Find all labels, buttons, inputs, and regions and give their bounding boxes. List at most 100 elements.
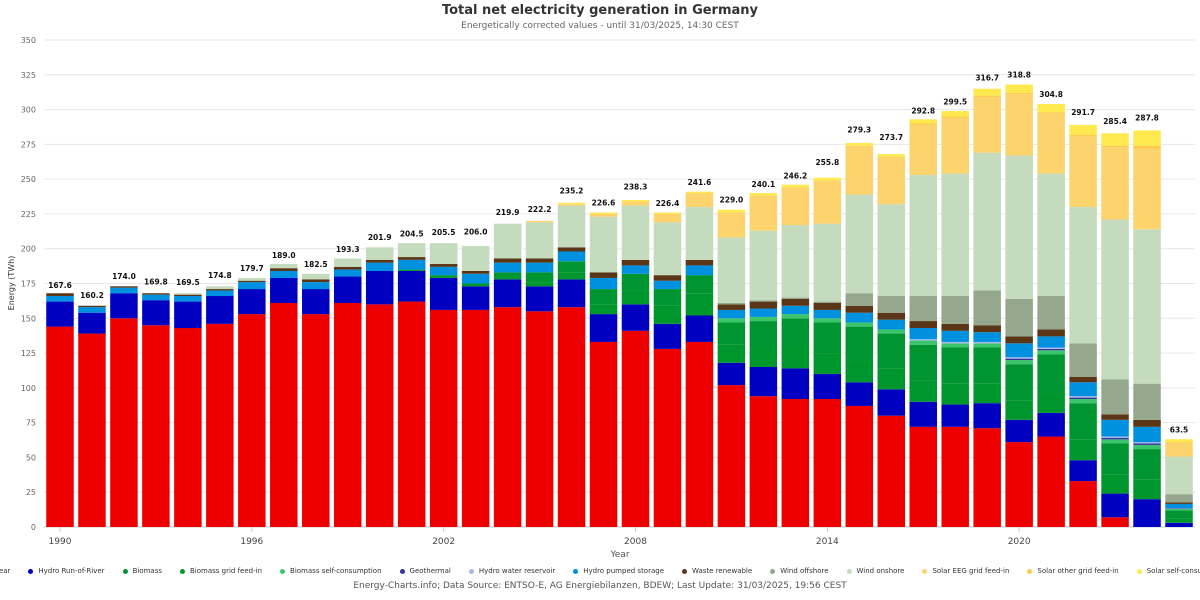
- bar-segment: [1005, 298, 1033, 337]
- bar-segment: [717, 344, 746, 363]
- bar-segment: [845, 322, 874, 327]
- bar-segment: [685, 206, 714, 260]
- bar-segment: [813, 177, 842, 181]
- bar-segment: [78, 305, 106, 308]
- bar-segment: [1133, 479, 1161, 500]
- bar-segment: [685, 315, 714, 342]
- bar-segment: [1069, 376, 1097, 383]
- bar-segment: [941, 330, 969, 342]
- bar-segment: [749, 321, 778, 348]
- bar-segment: [717, 318, 746, 323]
- bar-segment: [685, 341, 714, 527]
- bar-segment: [1037, 350, 1065, 355]
- bar-segment: [461, 273, 490, 284]
- y-tick-label: 300: [21, 106, 36, 115]
- legend-label: Waste renewable: [692, 567, 753, 575]
- bar-segment: [46, 296, 74, 302]
- total-data-label: 246.2: [783, 171, 807, 180]
- bar-segment: [174, 296, 202, 302]
- legend-item[interactable]: Geothermal: [399, 564, 451, 578]
- bar-segment: [1133, 426, 1161, 443]
- legend-marker-icon: [399, 568, 405, 574]
- legend-item[interactable]: Wind onshore: [846, 564, 904, 578]
- bar-segment: [174, 328, 202, 527]
- total-data-label: 226.4: [656, 199, 680, 208]
- x-tick-label: 1996: [240, 537, 263, 547]
- bar-segment: [461, 309, 490, 527]
- bar-segment: [1037, 296, 1065, 330]
- bar-segment: [941, 426, 969, 527]
- bar-segment: [1069, 398, 1097, 404]
- bar-segment: [1005, 442, 1033, 527]
- bar-segment: [717, 385, 746, 527]
- legend-item[interactable]: Hydro pumped storage: [573, 564, 664, 578]
- legend-item[interactable]: Hydro water reservoir: [468, 564, 555, 578]
- bar-segment: [142, 325, 170, 527]
- y-axis-label: Energy (TWh): [7, 256, 16, 311]
- legend-item[interactable]: Solar EEG grid feed-in: [922, 564, 1009, 578]
- total-data-label: 238.3: [624, 182, 648, 191]
- bar-segment: [206, 323, 234, 527]
- bar-segment: [142, 300, 170, 326]
- legend-label: Geothermal: [409, 567, 451, 575]
- bar-segment: [1133, 449, 1161, 480]
- bar-segment: [1133, 148, 1161, 230]
- legend-item[interactable]: Solar self-consumption: [1136, 564, 1200, 578]
- legend-item[interactable]: Wind offshore: [770, 564, 829, 578]
- bar-segment: [525, 311, 554, 527]
- legend-item[interactable]: Nuclear: [0, 564, 10, 578]
- bar-segment: [1101, 493, 1129, 518]
- bar-segment: [1069, 382, 1097, 397]
- bar-segment: [973, 332, 1001, 342]
- bar-segment: [781, 318, 810, 348]
- legend-item[interactable]: Biomass self-consumption: [280, 564, 382, 578]
- bar-segment: [653, 275, 682, 281]
- bar-segment: [1037, 348, 1065, 351]
- chart-subtitle: Energetically corrected values - until 3…: [461, 21, 739, 31]
- bar-segment: [621, 290, 650, 305]
- y-tick-label: 275: [21, 140, 36, 149]
- bar-segment: [1005, 419, 1033, 443]
- bars: [46, 84, 1193, 527]
- bar-segment: [1165, 508, 1193, 509]
- bar-segment: [1005, 360, 1033, 365]
- total-data-label: 287.8: [1135, 114, 1159, 123]
- bar-segment: [909, 344, 937, 381]
- bar-segment: [1005, 400, 1033, 420]
- legend-label: Wind offshore: [780, 567, 829, 575]
- bar-segment: [781, 187, 810, 226]
- bar-segment: [238, 289, 266, 315]
- legend-item[interactable]: Biomass grid feed-in: [180, 564, 262, 578]
- bar-segment: [781, 225, 810, 298]
- bar-segment: [845, 145, 874, 195]
- bar-segment: [941, 296, 969, 324]
- total-data-label: 174.0: [112, 272, 136, 281]
- bar-segment: [909, 380, 937, 402]
- legend: Nuclear Hydro Run-of-River Biomass Biomass …: [0, 564, 1200, 578]
- bar-segment: [1101, 219, 1129, 380]
- bar-segment: [302, 273, 330, 280]
- legend-item[interactable]: Hydro Run-of-River: [28, 564, 105, 578]
- bar-segment: [1101, 439, 1129, 444]
- bar-segment: [941, 323, 969, 331]
- bar-segment: [781, 347, 810, 369]
- y-tick-label: 325: [21, 71, 36, 80]
- bar-segment: [717, 322, 746, 345]
- legend-item[interactable]: Solar other grid feed-in: [1027, 564, 1119, 578]
- bar-segment: [1101, 436, 1129, 438]
- bar-segment: [749, 301, 778, 309]
- bar-segment: [1037, 336, 1065, 348]
- bar-segment: [813, 373, 842, 399]
- total-data-label: 169.5: [176, 278, 200, 287]
- bar-segment: [653, 222, 682, 276]
- bar-segment: [877, 204, 906, 297]
- y-tick-label: 175: [21, 280, 36, 289]
- legend-item[interactable]: Waste renewable: [682, 564, 752, 578]
- bar-segment: [1069, 397, 1097, 399]
- bar-segment: [1133, 383, 1161, 420]
- bar-segment: [973, 383, 1001, 404]
- bar-segment: [813, 301, 842, 303]
- bar-segment: [877, 296, 906, 313]
- legend-item[interactable]: Biomass: [122, 564, 162, 578]
- legend-label: Biomass: [132, 567, 162, 575]
